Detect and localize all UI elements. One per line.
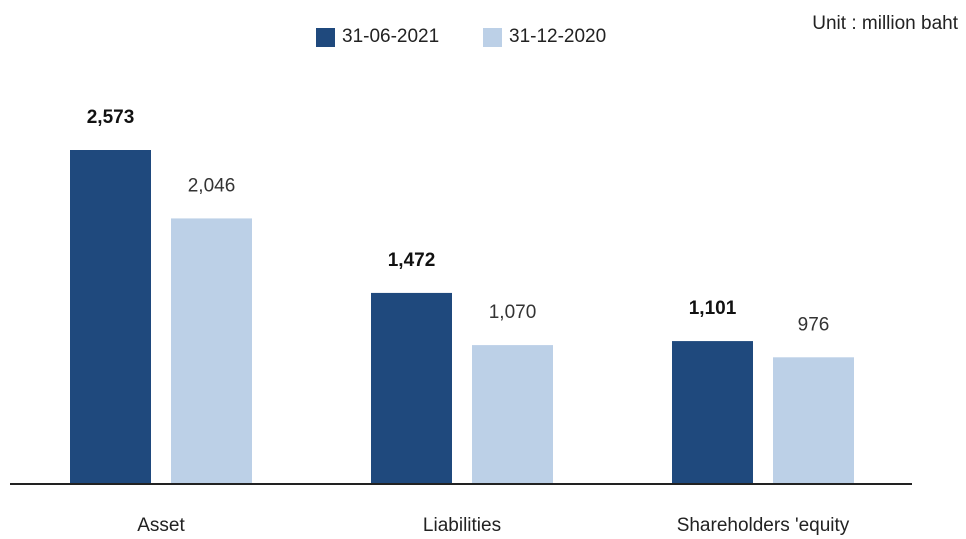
- data-label: 1,070: [489, 302, 537, 323]
- bar-asset-31-12-2020: [171, 218, 252, 484]
- category-label: Shareholders 'equity: [677, 515, 850, 536]
- data-label: 1,472: [388, 250, 436, 271]
- data-label: 976: [798, 314, 830, 335]
- legend-swatch: [316, 28, 335, 47]
- value-labels-group: 2,573 2,046 1,472 1,070 1,101 976: [87, 107, 830, 335]
- bar-asset-31-06-2021: [70, 150, 151, 484]
- bar-liabilities-31-06-2021: [371, 292, 452, 484]
- unit-label: Unit : million baht: [812, 13, 958, 34]
- category-label: Asset: [137, 515, 185, 536]
- bar-shareholders-equity-31-12-2020: [773, 357, 854, 484]
- data-label: 2,046: [188, 175, 236, 196]
- bars-group: [70, 150, 854, 484]
- bar-shareholders-equity-31-06-2021: [672, 341, 753, 484]
- legend-swatch: [483, 28, 502, 47]
- category-labels-group: Asset Liabilities Shareholders 'equity: [137, 515, 850, 536]
- data-label: 1,101: [689, 298, 737, 319]
- category-label: Liabilities: [423, 515, 501, 536]
- legend-label: 31-12-2020: [509, 26, 606, 47]
- data-label: 2,573: [87, 107, 135, 128]
- legend: 31-06-2021 31-12-2020: [316, 26, 606, 47]
- bar-liabilities-31-12-2020: [472, 345, 553, 484]
- legend-label: 31-06-2021: [342, 26, 439, 47]
